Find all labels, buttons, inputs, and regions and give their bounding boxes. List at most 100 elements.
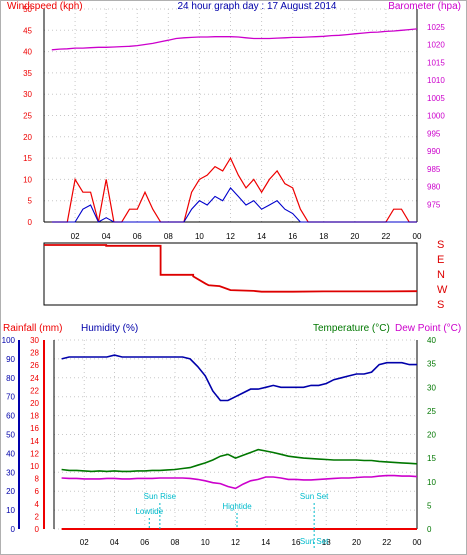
rain-tick-label: 16: [30, 424, 39, 433]
rain-tick-label: 2: [35, 512, 40, 521]
y-tick-label: 15: [23, 154, 32, 163]
wind-direction-series-line: [44, 244, 418, 293]
temperature-axis-label: Temperature (°C): [313, 323, 390, 334]
y-axis-label: Windspeed (kph): [7, 1, 83, 12]
event-annotation: Lowtide: [135, 507, 163, 516]
y-tick-label: 40: [23, 48, 32, 57]
temperature-tick-label: 5: [427, 501, 432, 510]
x-tick-label: 18: [319, 232, 328, 241]
x-tick-label: 06: [140, 538, 149, 547]
x-tick-label: 02: [71, 232, 80, 241]
event-annotation: Sun Set: [300, 537, 329, 546]
y-tick-label: 25: [23, 112, 32, 121]
temperature-tick-label: 0: [427, 525, 432, 534]
rain-tick-label: 12: [30, 449, 39, 458]
x-tick-label: 04: [102, 232, 111, 241]
temperature-tick-label: 25: [427, 407, 436, 416]
x-tick-label: 22: [382, 538, 391, 547]
rain-tick-label: 0: [35, 525, 40, 534]
x-tick-label: 10: [201, 538, 210, 547]
wind-direction-frame: [43, 242, 418, 306]
humidity-axis-label: Humidity (%): [81, 323, 138, 334]
y-right-tick-label: 1015: [427, 58, 445, 67]
x-tick-label: 12: [231, 538, 240, 547]
compass-label: S: [437, 299, 444, 311]
rain-tick-label: 24: [30, 374, 39, 383]
wind-barometer-chart: 02 04 06 08 10 12 14 16 18 20 22 000510152025303540…: [7, 1, 461, 241]
barometer-series-line: [51, 28, 418, 51]
rainfall-axis-label: Rainfall (mm): [3, 323, 62, 334]
humidity-tick-label: 20: [6, 487, 15, 496]
event-annotation: Sun Rise: [144, 492, 177, 501]
humidity-tick-label: 0: [11, 525, 16, 534]
x-tick-label: 22: [381, 232, 390, 241]
dew-point-axis-label: Dew Point (°C): [395, 323, 461, 334]
x-tick-label: 04: [110, 538, 119, 547]
rain-tick-label: 20: [30, 399, 39, 408]
humidity-temperature-chart: 02 04 06 08 10 12 14 16 18 20 22 000102030405060708…: [2, 323, 461, 548]
rain-tick-label: 22: [30, 386, 39, 395]
temperature-tick-label: 20: [427, 431, 436, 440]
y-tick-label: 10: [23, 175, 32, 184]
rain-tick-label: 30: [30, 336, 39, 345]
rain-tick-label: 26: [30, 361, 39, 370]
x-tick-label: 00: [413, 232, 422, 241]
wind-speed-series-line: [51, 186, 417, 223]
humidity-tick-label: 60: [6, 412, 15, 421]
x-tick-label: 20: [352, 538, 361, 547]
x-tick-label: 12: [226, 232, 235, 241]
y-right-tick-label: 990: [427, 147, 441, 156]
y-right-tick-label: 985: [427, 165, 441, 174]
y-tick-label: 50: [23, 5, 32, 14]
y-tick-label: 20: [23, 133, 32, 142]
x-tick-label: 06: [133, 232, 142, 241]
x-tick-label: 08: [171, 538, 180, 547]
humidity-tick-label: 100: [2, 336, 16, 345]
y-right-tick-label: 1010: [427, 76, 445, 85]
temperature-tick-label: 10: [427, 478, 436, 487]
chart-title: 24 hour graph day : 17 August 2014: [177, 1, 336, 12]
y-tick-label: 30: [23, 90, 32, 99]
compass-label: E: [437, 254, 444, 266]
x-tick-label: 18: [322, 538, 331, 547]
y-right-tick-label: 975: [427, 200, 441, 209]
y-right-tick-label: 980: [427, 183, 441, 192]
humidity-tick-label: 30: [6, 468, 15, 477]
temperature-tick-label: 35: [427, 360, 436, 369]
y-right-tick-label: 1025: [427, 23, 445, 32]
compass-label: W: [437, 284, 448, 296]
compass-label: S: [437, 239, 444, 251]
x-tick-label: 20: [350, 232, 359, 241]
event-annotation: Sun Set: [300, 492, 329, 501]
x-tick-label: 16: [288, 232, 297, 241]
humidity-tick-label: 70: [6, 393, 15, 402]
x-tick-label: 10: [195, 232, 204, 241]
dew-point-series-line: [61, 474, 418, 490]
event-annotation: Hightide: [222, 502, 252, 511]
rain-tick-label: 10: [30, 462, 39, 471]
y-tick-label: 45: [23, 26, 32, 35]
rain-tick-label: 6: [35, 487, 40, 496]
x-tick-label: 14: [257, 232, 266, 241]
rain-tick-label: 4: [35, 500, 40, 509]
rain-tick-label: 14: [30, 437, 39, 446]
humidity-tick-label: 80: [6, 374, 15, 383]
y-tick-label: 0: [28, 218, 33, 227]
y-tick-label: 5: [28, 197, 33, 206]
temperature-tick-label: 40: [427, 336, 436, 345]
x-tick-label: 16: [292, 538, 301, 547]
rain-tick-label: 8: [35, 475, 40, 484]
y-right-tick-label: 1000: [427, 112, 445, 121]
humidity-tick-label: 10: [6, 506, 15, 515]
humidity-tick-label: 50: [6, 431, 15, 440]
x-tick-label: 00: [413, 538, 422, 547]
compass-label: N: [437, 269, 445, 281]
x-tick-label: 02: [80, 538, 89, 547]
y-right-tick-label: 995: [427, 129, 441, 138]
gust-series-line: [51, 156, 417, 223]
rain-tick-label: 28: [30, 349, 39, 358]
x-tick-label: 14: [261, 538, 270, 547]
temperature-tick-label: 15: [427, 454, 436, 463]
